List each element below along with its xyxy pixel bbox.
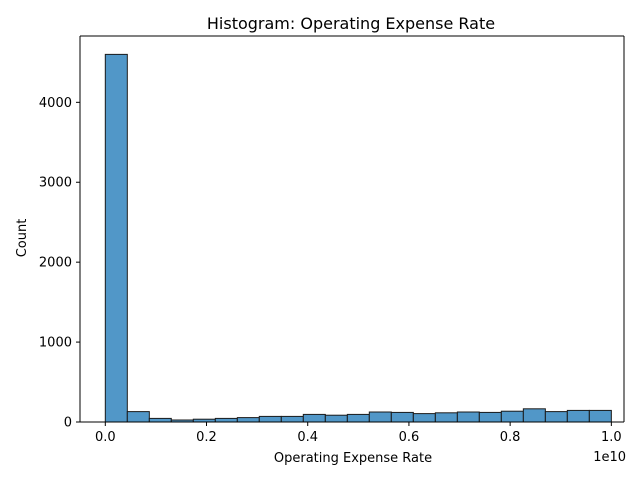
x-tick-label: 0.0	[95, 430, 116, 445]
histogram-bar	[258, 415, 282, 423]
x-tick-label: 0.8	[500, 430, 521, 445]
histogram-bar	[390, 411, 414, 423]
histogram-bar	[126, 411, 150, 423]
y-tick-label: 0	[64, 416, 72, 431]
y-tick-label: 1000	[39, 336, 72, 351]
x-axis-offset-label: 1e10	[593, 450, 626, 465]
histogram-bar	[522, 408, 546, 423]
axes-group: 0.0 0.2 0.4 0.6 0.8 1.0 0 1000 2000 3000 4000	[39, 35, 625, 445]
histogram-bar	[434, 412, 458, 423]
histogram-bar	[104, 53, 128, 423]
x-axis-label: Operating Expense Rate	[274, 451, 432, 466]
y-tick-label: 4000	[39, 96, 72, 111]
histogram-bar	[588, 409, 612, 423]
histogram-bar	[478, 411, 502, 423]
histogram-bar	[566, 409, 590, 423]
histogram-bar	[148, 417, 172, 423]
chart-title: Histogram: Operating Expense Rate	[207, 14, 495, 33]
y-tick-label: 3000	[39, 176, 72, 191]
histogram-bar	[214, 417, 238, 423]
histogram-bar	[368, 411, 392, 423]
histogram-bar	[500, 410, 524, 423]
x-tick-label: 0.4	[297, 430, 318, 445]
y-tick-label: 2000	[39, 256, 72, 271]
x-tick-label: 0.2	[196, 430, 217, 445]
histogram-bar	[280, 415, 304, 423]
histogram-bar	[302, 413, 326, 423]
y-axis-label: Count	[15, 219, 30, 258]
histogram-bar	[544, 411, 568, 423]
histogram-bar	[324, 414, 348, 423]
histogram-bar	[412, 413, 436, 423]
x-tick-label: 1.0	[601, 430, 622, 445]
histogram-bar	[456, 411, 480, 423]
histogram-bar	[346, 413, 370, 423]
x-tick-label: 0.6	[399, 430, 420, 445]
histogram-bar	[236, 417, 260, 423]
